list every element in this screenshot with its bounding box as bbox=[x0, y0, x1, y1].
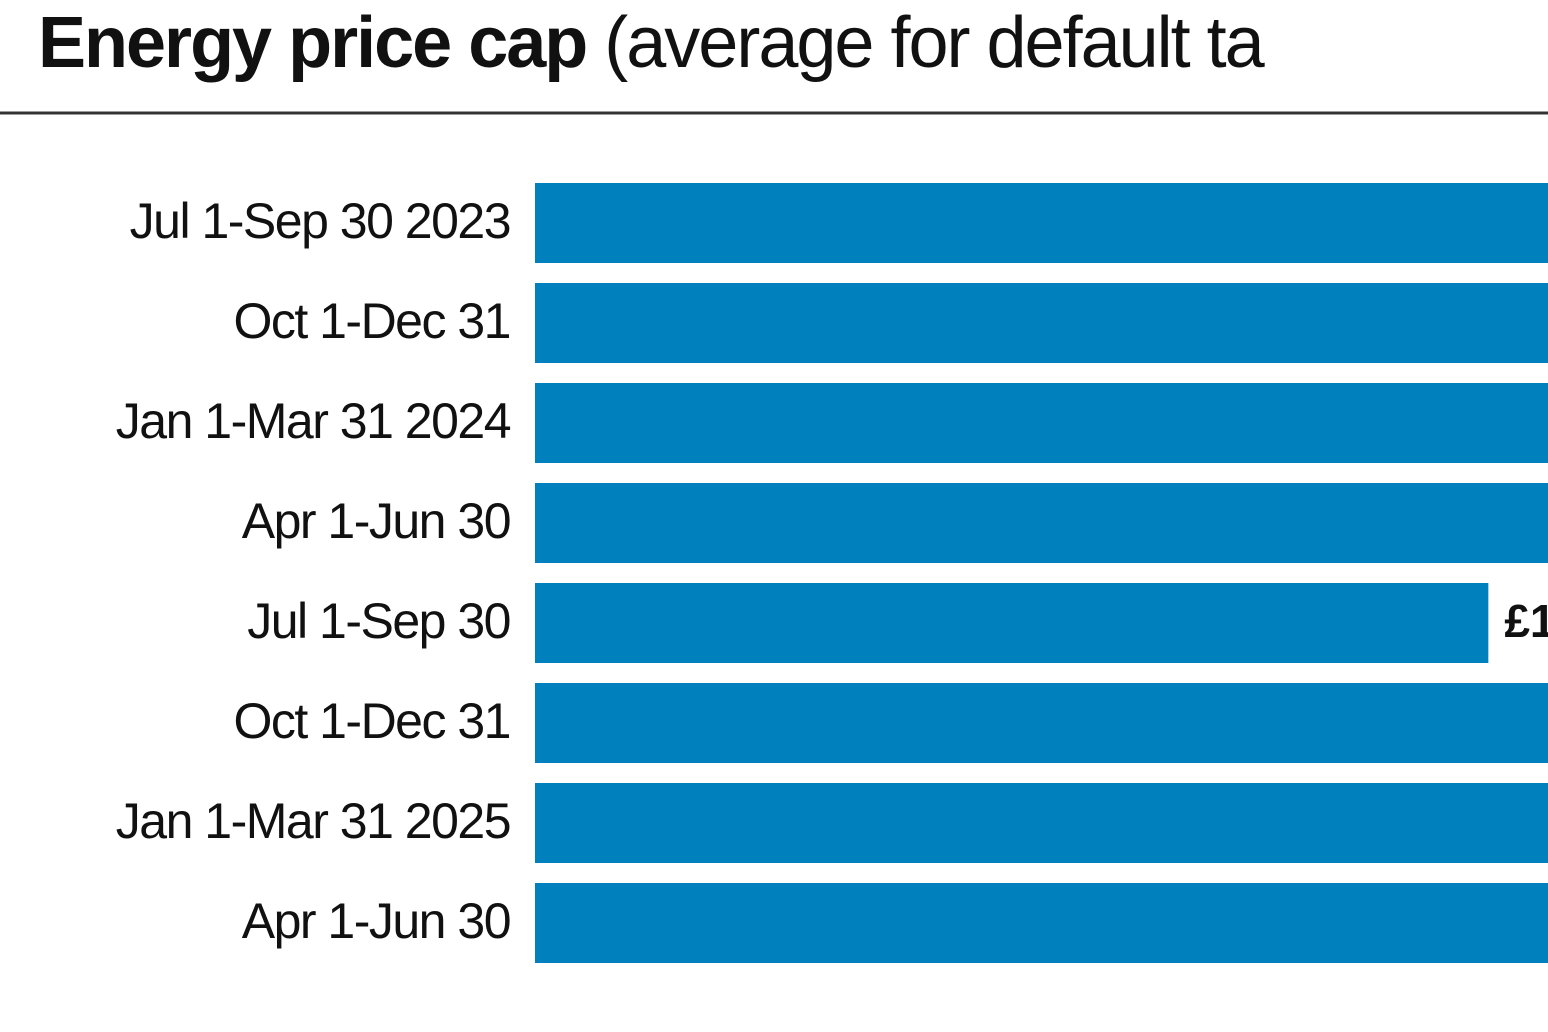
category-label: Oct 1-Dec 31 bbox=[233, 293, 510, 349]
value-label: £1,568 bbox=[1504, 595, 1548, 647]
category-label: Jul 1-Sep 30 2023 bbox=[130, 193, 510, 249]
category-label: Apr 1-Jun 30 bbox=[242, 493, 510, 549]
chart-title: Energy price cap (average for default ta bbox=[38, 3, 1266, 83]
category-label: Oct 1-Dec 31 bbox=[233, 693, 510, 749]
bar bbox=[535, 883, 1548, 963]
bar bbox=[535, 183, 1548, 263]
category-label: Jan 1-Mar 31 2024 bbox=[116, 393, 511, 449]
category-label: Jan 1-Mar 31 2025 bbox=[116, 793, 510, 849]
title: Energy price cap bbox=[38, 3, 586, 83]
category-label: Apr 1-Jun 30 bbox=[242, 893, 510, 949]
bar bbox=[535, 483, 1548, 563]
bar bbox=[535, 283, 1548, 363]
bar bbox=[535, 383, 1548, 463]
bar bbox=[535, 783, 1548, 863]
bar bbox=[535, 683, 1548, 763]
bar bbox=[535, 583, 1489, 663]
subtitle: (average for default ta bbox=[604, 3, 1265, 83]
category-label: Jul 1-Sep 30 bbox=[247, 593, 510, 649]
